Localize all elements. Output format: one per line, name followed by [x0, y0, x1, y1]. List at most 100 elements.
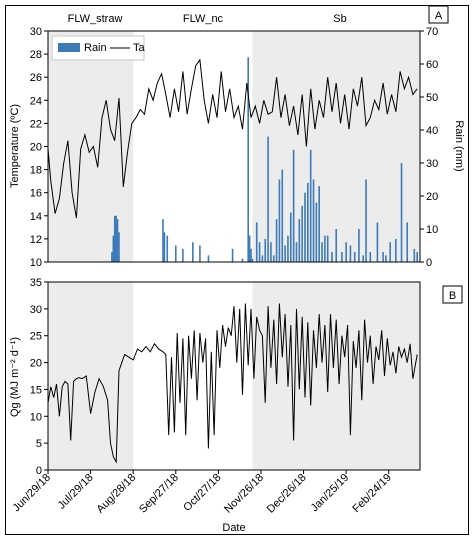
panel-b-ytick-label: 35	[30, 277, 42, 289]
panel-b-ytick-label: 25	[30, 331, 42, 343]
rain-bar	[318, 186, 320, 262]
rain-bar	[247, 57, 249, 263]
panel-a-label: A	[435, 10, 443, 22]
rain-bar	[307, 182, 309, 262]
rain-bar	[301, 205, 303, 262]
panel-a-shaded-span-0	[48, 31, 134, 262]
panel-a-ylabel: Temperature (ºC)	[9, 104, 21, 188]
rain-bar	[309, 149, 312, 262]
rain-bar	[258, 242, 261, 262]
rain-bar	[264, 238, 267, 262]
rain-bar	[349, 245, 352, 262]
panel-a-y2label: Rain (mm)	[453, 120, 465, 171]
panel-b-shaded-span-1	[252, 282, 420, 470]
figure-border	[5, 5, 469, 535]
rain-bar	[400, 163, 403, 262]
legend-rain-swatch	[58, 43, 80, 52]
panel-a-y2tick-label: 30	[426, 158, 438, 170]
panel-b-plot-frame	[47, 281, 421, 471]
panel-a-label-box	[428, 5, 449, 24]
rain-bar	[345, 242, 347, 262]
rain-bar	[353, 252, 356, 262]
panel-a-right-axis-ticks: 0 10 20 30 40 50 60 70	[420, 26, 438, 269]
panel-a: 10 12 14 16 18 20 22 24 26 28 30 0 10 20 30 40 50 60 70 T…	[9, 5, 465, 269]
rain-bar	[111, 252, 113, 262]
rain-bar	[315, 202, 318, 262]
rain-bar	[324, 235, 326, 262]
panel-a-left-axis-ticks: 10 12 14 16 18 20 22 24 26 28 30	[30, 26, 48, 269]
panel-b-ylabel: Qg (MJ m⁻² d⁻¹)	[9, 337, 21, 417]
legend-rain-label: Rain	[84, 42, 107, 54]
rain-bar	[251, 258, 254, 262]
panel-b-ytick-label: 10	[30, 411, 42, 423]
panel-a-ytick-label: 30	[30, 26, 42, 38]
rain-bar	[395, 238, 397, 262]
rain-bar	[255, 222, 258, 262]
panel-b-label-box	[442, 285, 463, 304]
rain-bar	[199, 245, 201, 262]
rain-bar	[163, 232, 166, 262]
rain-bar	[272, 255, 275, 262]
panel-a-ytick-label: 18	[30, 165, 42, 177]
panel-a-shaded-periods	[48, 31, 420, 262]
panel-a-y2tick-label: 10	[426, 224, 438, 236]
period-label-flw-nc: FLW_nc	[183, 13, 224, 25]
rain-bar	[382, 252, 384, 262]
panel-a-ytick-label: 10	[30, 257, 42, 269]
panel-a-ytick-label: 24	[30, 95, 42, 107]
rain-bar	[416, 252, 418, 262]
rain-bar	[182, 248, 184, 262]
rain-bar	[335, 229, 338, 262]
rain-bar	[166, 235, 169, 262]
panel-a-y2tick-label: 0	[426, 257, 432, 269]
rain-bar	[304, 192, 306, 262]
rain-bar	[118, 232, 120, 262]
rain-bar	[275, 219, 278, 262]
rain-bar	[362, 255, 365, 262]
rain-bar	[113, 215, 116, 262]
panel-b-ytick-label: 0	[36, 465, 42, 477]
panel-b-ytick-label: 30	[30, 304, 42, 316]
rain-bar	[365, 179, 367, 262]
rain-bar	[326, 235, 329, 262]
panel-a-ytick-label: 20	[30, 142, 42, 154]
rain-bar	[241, 258, 244, 262]
panel-a-y2tick-label: 40	[426, 125, 438, 137]
panel-a-y2tick-label: 60	[426, 59, 438, 71]
panel-b-ytick-label: 15	[30, 384, 42, 396]
panel-b-label: B	[449, 290, 456, 302]
panel-a-y2tick-label: 20	[426, 191, 438, 203]
rain-bar	[341, 252, 343, 262]
qg-line	[47, 303, 418, 464]
panel-a-y2tick-label: 50	[426, 92, 438, 104]
rain-bar	[192, 242, 194, 262]
legend-ta-label: Ta	[133, 42, 146, 54]
panel-a-ytick-label: 26	[30, 72, 42, 84]
panel-b-xlabel: Date	[222, 522, 245, 534]
period-label-sb: Sb	[333, 13, 346, 25]
panel-b-ytick-label: 20	[30, 358, 42, 370]
panel-b-shaded-span-0	[48, 282, 134, 470]
rain-bar	[281, 169, 284, 262]
rain-bar	[413, 248, 416, 262]
rain-bar	[369, 252, 372, 262]
rain-bar	[284, 245, 286, 262]
rain-bar	[298, 219, 301, 262]
panel-a-ytick-label: 12	[30, 234, 42, 246]
panel-a-shaded-span-1	[252, 31, 420, 262]
rain-bar	[270, 242, 272, 262]
panel-a-y2tick-label: 70	[426, 26, 438, 38]
rain-bar	[250, 248, 252, 262]
rain-bar	[267, 136, 269, 262]
rain-bar	[116, 219, 119, 262]
panel-a-legend: Rain Ta	[51, 35, 146, 61]
rain-bar	[385, 255, 387, 262]
rain-bar	[358, 229, 360, 262]
panel-a-ytick-label: 22	[30, 118, 42, 130]
rain-bar	[331, 252, 333, 262]
rain-bar	[295, 242, 298, 262]
panel-a-ytick-label: 28	[30, 49, 42, 61]
rain-bar	[115, 215, 117, 262]
period-label-flw-straw: FLW_straw	[68, 13, 123, 25]
rain-bar	[207, 255, 210, 262]
